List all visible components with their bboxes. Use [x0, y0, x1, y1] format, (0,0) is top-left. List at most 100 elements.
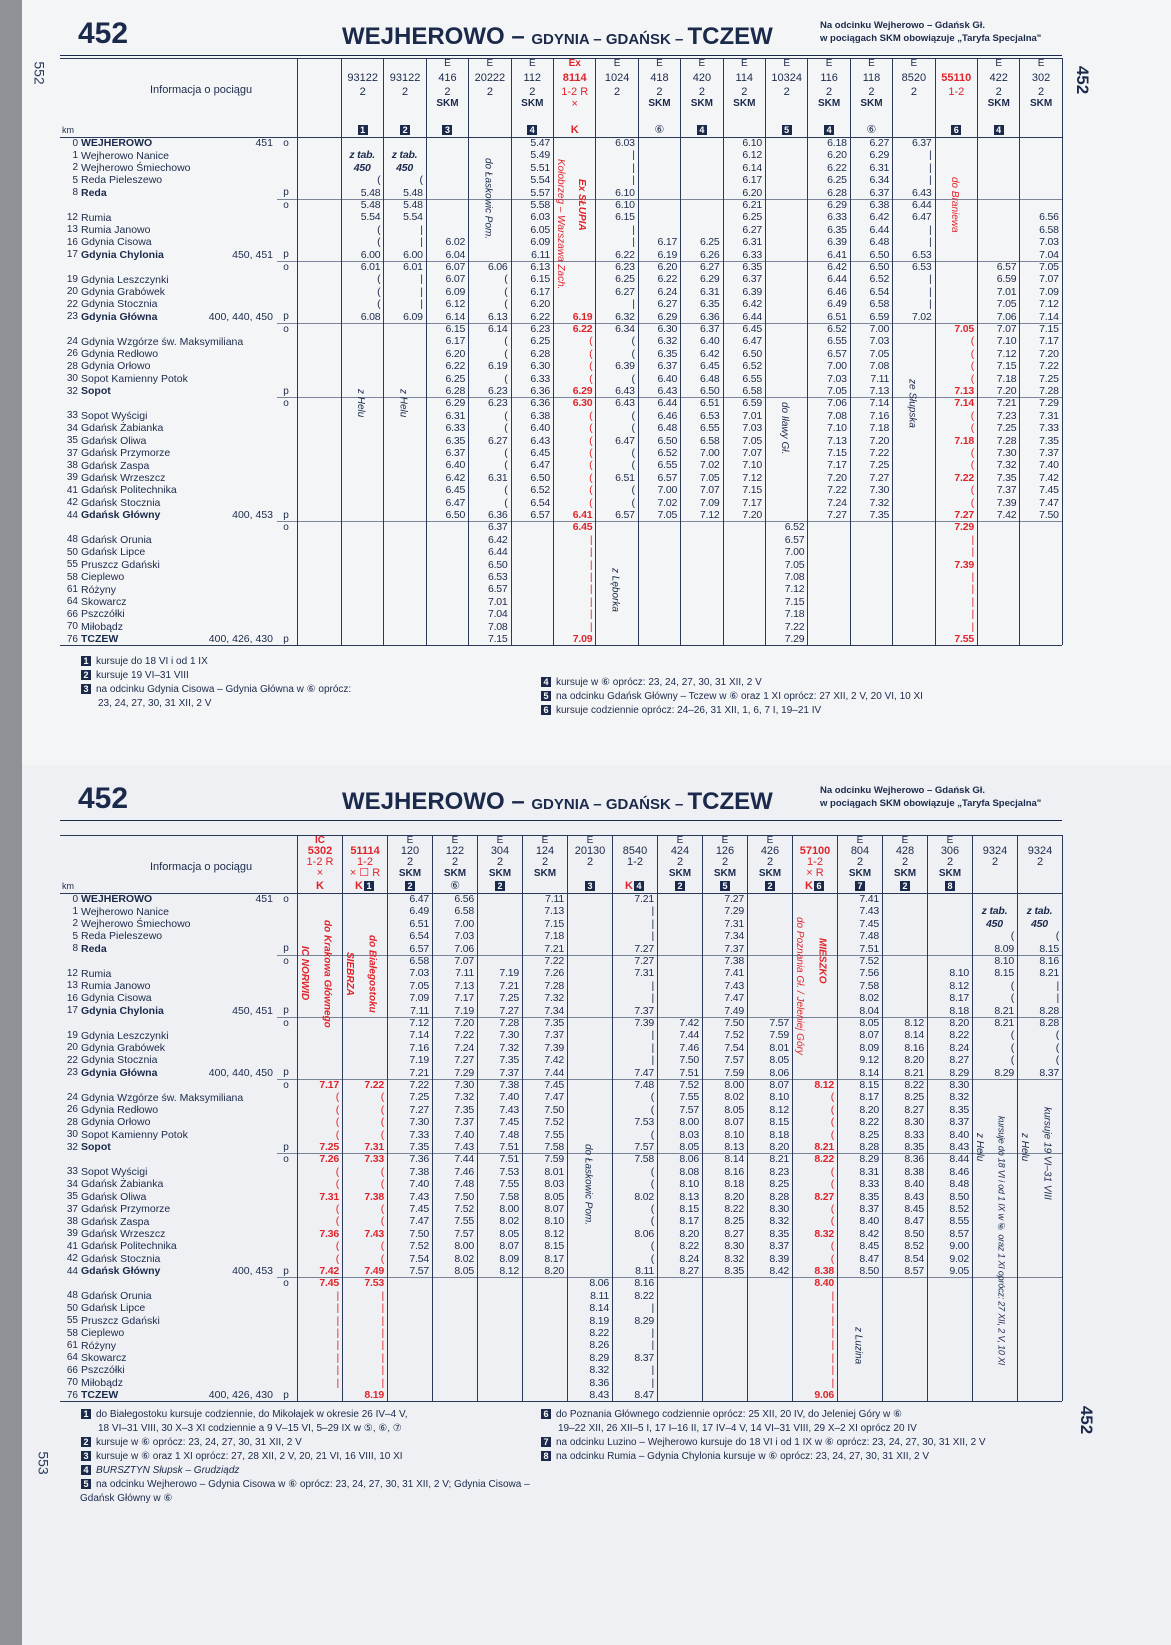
km-value: 22: [66, 298, 78, 310]
departure-time: 8.57: [904, 1265, 924, 1277]
title-destination: TCZEW: [687, 23, 773, 50]
departure-time: 7.07: [699, 484, 720, 497]
station-name: Wejherowo Nanice: [81, 905, 169, 918]
station-row: o: [60, 397, 293, 409]
departure-time: 8.21: [994, 1017, 1014, 1029]
departure-time: 6.27: [487, 434, 508, 447]
km-value: 70: [66, 621, 78, 633]
train-column-header: 9324 2: [1017, 835, 1062, 893]
departure-time: 7.52: [544, 1116, 564, 1129]
train-category: E: [656, 58, 663, 69]
km-value: 16: [66, 992, 78, 1004]
tariff-note: Na odcinku Wejherowo – Gdańsk Gł. w pocią…: [820, 784, 1041, 810]
km-value: 55: [66, 1315, 78, 1327]
footnote-markers: ⑥: [851, 125, 892, 136]
departure-time: 7.05: [869, 347, 890, 360]
departure-time: 8.05: [724, 1103, 744, 1116]
km-label: km: [62, 881, 74, 891]
departure-time: 7.37: [724, 942, 744, 955]
km-value: 17: [66, 1005, 78, 1017]
departure-time: 8.02: [724, 1091, 744, 1104]
train-number: 122: [445, 845, 465, 857]
departure-time: (: [830, 1091, 834, 1104]
route-note: kursuje do 18 VI i od 1 IX w ⑥ oraz 1 XI…: [996, 1115, 1007, 1365]
departure-time: 6.17: [742, 174, 762, 187]
station-row: 16 Gdynia Cisowa: [60, 236, 293, 248]
station-name: Gdynia Grabówek: [81, 285, 166, 298]
train-class: 2: [486, 86, 493, 98]
train-column-header: E 20130 2 3: [567, 835, 612, 893]
departure-time: 7.44: [454, 1153, 474, 1166]
departure-time: 6.40: [699, 335, 720, 348]
departure-time: 6.34: [615, 323, 635, 335]
train-class: 2: [766, 856, 774, 868]
departure-time: 8.52: [904, 1240, 924, 1253]
departure-time: 5.48: [403, 199, 423, 211]
station-row: 70 Miłobądz: [60, 621, 293, 633]
train-number: 114: [735, 72, 754, 84]
departure-time: |: [589, 546, 593, 559]
departure-time: 7.50: [1039, 509, 1059, 521]
column-rule: [977, 58, 978, 646]
departure-time: |: [589, 533, 593, 546]
train-column-header: E 804 2 SKM 7: [837, 835, 882, 893]
train-number: 422: [989, 72, 1008, 84]
footnote-text: do Białegostoku kursuje codziennie, do M…: [96, 1409, 408, 1420]
column-rule: [722, 58, 724, 646]
departure-time: 6.29: [827, 199, 847, 211]
departure-time: |: [651, 930, 654, 943]
departure-time: |: [1056, 979, 1059, 992]
departure-time: 6.09: [530, 236, 550, 249]
arrival-departure-mark: o: [283, 137, 289, 149]
departure-time: 6.39: [742, 285, 762, 298]
departure-time: 6.37: [911, 137, 932, 149]
departure-time: (: [970, 409, 974, 422]
departure-time: (: [631, 447, 635, 459]
departure-time: |: [381, 1351, 384, 1364]
departure-time: 7.00: [827, 360, 847, 373]
departure-time: (: [504, 459, 508, 472]
train-class: 2: [910, 86, 917, 98]
train-category: E: [825, 58, 833, 69]
departure-time: 7.00: [657, 484, 678, 497]
departure-time: 6.50: [699, 385, 720, 397]
header-rule: [60, 835, 1062, 836]
km-value: 23: [66, 1067, 78, 1079]
departure-time: 6.45: [742, 323, 762, 335]
km-value: 8: [72, 943, 78, 955]
train-class: 1-2 R: [561, 86, 589, 98]
departure-time: 7.05: [996, 298, 1017, 311]
column-rule: [383, 58, 385, 646]
departure-time: 7.15: [742, 484, 762, 497]
departure-time: 6.12: [445, 298, 466, 311]
departure-time: 6.36: [530, 397, 550, 410]
departure-time: 9.02: [949, 1252, 969, 1265]
departure-time: 6.45: [699, 360, 720, 373]
skm-label: SKM: [443, 868, 467, 879]
departure-time: 8.25: [769, 1178, 789, 1191]
departure-time: 7.53: [364, 1277, 384, 1290]
departure-time: 7.42: [679, 1017, 699, 1029]
column-rule: [432, 835, 433, 1402]
route-note: z Helu: [1019, 1133, 1030, 1162]
departure-time: 8.35: [904, 1141, 924, 1153]
departure-time: 7.33: [409, 1128, 429, 1141]
footnote-markers: 3: [427, 125, 468, 136]
station-name: Rumia Janowo: [81, 223, 151, 236]
departure-time: 6.27: [615, 285, 635, 298]
footnote-marker: 5: [720, 881, 730, 891]
route-note: do Krakowa Głównego: [321, 919, 333, 1028]
station-row: o: [60, 199, 293, 211]
departure-time: 5.49: [530, 149, 550, 162]
departure-time: |: [336, 1351, 339, 1364]
departure-time: 8.18: [949, 1004, 969, 1017]
departure-time: 7.44: [679, 1029, 699, 1042]
station-name: Gdańsk Politechnika: [81, 1240, 177, 1253]
departure-time: 6.34: [869, 174, 890, 187]
km-value: 16: [66, 236, 78, 248]
departure-time: (: [589, 422, 593, 435]
departure-time: 6.07: [445, 273, 466, 286]
departure-time: 6.47: [742, 335, 762, 348]
departure-time: (: [650, 1203, 654, 1215]
departure-time: 6.52: [784, 521, 805, 534]
